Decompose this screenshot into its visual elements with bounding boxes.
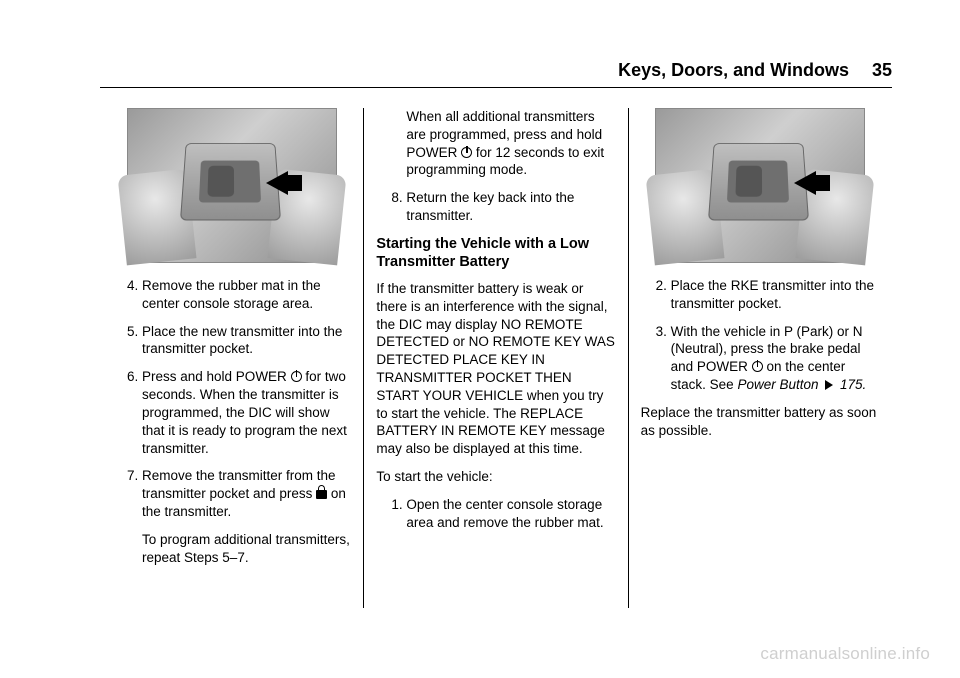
procedure-list-2: Return the key back into the transmitter…	[376, 189, 615, 225]
step-7-continuation: When all additional transmitters are pro…	[406, 108, 615, 179]
column-3: Place the RKE transmitter into the trans…	[629, 108, 892, 608]
procedure-list-4: Place the RKE transmitter into the trans…	[641, 277, 880, 394]
step-4-text: Remove the rubber mat in the center cons…	[142, 278, 321, 311]
section-title: Keys, Doors, and Windows	[618, 60, 849, 80]
step-8-text: Return the key back into the transmitter…	[406, 190, 574, 223]
column-1: Remove the rubber mat in the center cons…	[100, 108, 363, 608]
cross-ref-page: 175.	[836, 377, 866, 392]
page-header: Keys, Doors, and Windows 35	[100, 60, 892, 81]
step-3: With the vehicle in P (Park) or N (Neutr…	[671, 323, 880, 394]
console-illustration-2	[655, 108, 865, 263]
column-2: When all additional transmitters are pro…	[364, 108, 627, 608]
pointer-arrow-icon	[266, 171, 288, 195]
key-shape	[207, 166, 234, 197]
step-5: Place the new transmitter into the trans…	[142, 323, 351, 359]
manual-page: Keys, Doors, and Windows 35 Remove the r…	[0, 0, 960, 678]
step-8: Return the key back into the transmitter…	[406, 189, 615, 225]
pointer-arrow-icon	[794, 171, 816, 195]
step-6-text-a: Press and hold POWER	[142, 369, 291, 384]
step-2: Place the RKE transmitter into the trans…	[671, 277, 880, 313]
watermark-text: carmanualsonline.info	[760, 644, 930, 664]
cross-ref-icon	[825, 380, 833, 390]
lock-icon	[316, 490, 327, 499]
power-icon	[291, 371, 302, 382]
subsection-heading: Starting the Vehicle with a Low Transmit…	[376, 235, 615, 272]
step-1: Open the center console storage area and…	[406, 496, 615, 532]
key-shape	[736, 166, 763, 197]
procedure-list-3: Open the center console storage area and…	[376, 496, 615, 532]
power-icon	[461, 147, 472, 158]
page-number: 35	[872, 60, 892, 80]
body-paragraph-3: Replace the transmitter battery as soon …	[641, 404, 880, 440]
step-7-text-a: Remove the transmitter from the transmit…	[142, 468, 336, 501]
step-7-note: To program additional transmitters, repe…	[142, 531, 351, 567]
step-4: Remove the rubber mat in the center cons…	[142, 277, 351, 313]
power-icon	[752, 361, 763, 372]
header-rule	[100, 87, 892, 88]
cross-ref-title: Power Button	[737, 377, 822, 392]
step-6: Press and hold POWER for two seconds. Wh…	[142, 368, 351, 457]
step-5-text: Place the new transmitter into the trans…	[142, 324, 342, 357]
body-paragraph-1: If the transmitter battery is weak or th…	[376, 280, 615, 458]
console-illustration-1	[127, 108, 337, 263]
content-columns: Remove the rubber mat in the center cons…	[100, 108, 892, 608]
step-2-text: Place the RKE transmitter into the trans…	[671, 278, 874, 311]
procedure-list-1: Remove the rubber mat in the center cons…	[112, 277, 351, 566]
body-paragraph-2: To start the vehicle:	[376, 468, 615, 486]
step-7: Remove the transmitter from the transmit…	[142, 467, 351, 566]
step-1-text: Open the center console storage area and…	[406, 497, 603, 530]
